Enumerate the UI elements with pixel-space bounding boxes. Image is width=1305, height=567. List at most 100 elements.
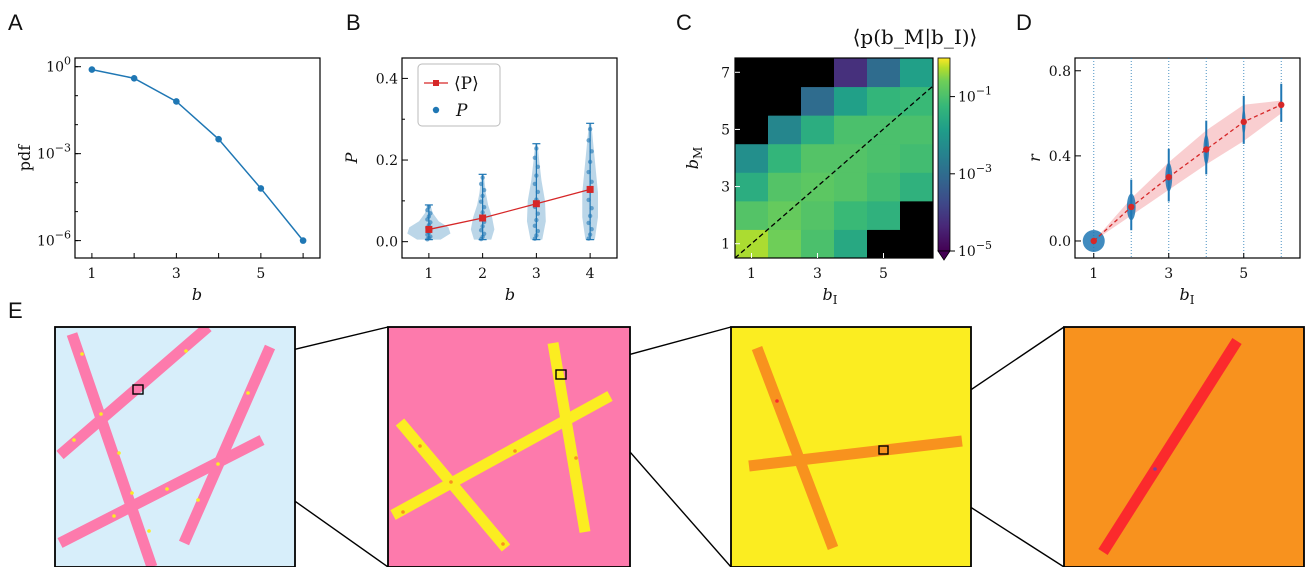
inset-3 — [730, 326, 972, 567]
panel-c-cell — [867, 86, 901, 116]
panel-c-cell — [735, 143, 769, 173]
panel-c-cell — [900, 200, 934, 230]
panel-c-cell — [867, 143, 901, 173]
inset-1-frame — [54, 326, 296, 567]
panel-label-e: E — [8, 298, 23, 323]
panel-c-heatmap: 1 3 5 1 3 5 7 bI bM ⟨p(b_M|b_I)⟩ 10−1 10−3 10−5 — [683, 25, 992, 307]
panel-b-mean-marker — [425, 225, 433, 233]
panel-c-cell — [768, 86, 802, 116]
panel-c-cell — [867, 200, 901, 230]
inset-1-zoom-box — [132, 384, 144, 395]
panel-b-point — [587, 213, 593, 219]
panel-d-y-tick-label: 0.0 — [1049, 234, 1071, 250]
panel-b-point — [535, 189, 541, 195]
panel-b-legend-point-label: P — [455, 101, 468, 121]
panel-b-frame — [401, 57, 618, 259]
panel-b-mean-line — [428, 188, 591, 231]
panel-label-c: C — [676, 10, 692, 35]
inset-1-dot — [184, 349, 188, 353]
panel-c-x-tick-label: 1 — [747, 266, 756, 282]
panel-d-mean-marker — [1165, 173, 1172, 181]
panel-b-legend-mean-label: ⟨P⟩ — [454, 74, 479, 94]
panel-c-cell — [834, 229, 868, 259]
panel-d-x-axis-label: bI — [1180, 285, 1195, 307]
inset-2-dot — [449, 480, 453, 484]
panel-c-cell — [801, 200, 835, 230]
panel-a-x-tick-label: 5 — [256, 266, 265, 282]
panel-b-point — [425, 207, 430, 213]
inset-1-dot — [117, 451, 121, 455]
inset-3-rod — [751, 346, 839, 550]
panel-d-scatter-chart: 0.0 0.4 0.8 1 3 5 bI r — [1025, 57, 1301, 307]
inset-3-rod — [748, 435, 963, 472]
inset-2-dot — [418, 444, 422, 448]
panel-a-point — [130, 74, 138, 82]
panel-b-point — [532, 223, 538, 229]
panel-c-cell — [735, 172, 769, 202]
panel-c-cell — [834, 115, 868, 145]
panel-b-point — [586, 197, 591, 203]
panel-b-point — [532, 236, 538, 241]
panel-a-y-tick-label: 10−3 — [37, 142, 71, 163]
inset-1-dot — [147, 529, 151, 533]
inset-3-dot — [775, 399, 779, 403]
inset-4-rod — [1098, 338, 1242, 555]
inset-1-rod — [57, 435, 265, 548]
panel-a-y-tick-label: 10−6 — [37, 229, 71, 250]
panel-c-diagonal-line — [734, 85, 934, 259]
panel-c-cell — [834, 58, 868, 88]
inset-4 — [1063, 326, 1305, 567]
inset-4-frame — [1063, 326, 1305, 567]
panel-c-cell — [768, 58, 802, 88]
panel-b-point — [535, 228, 541, 234]
panel-c-colorbar — [937, 57, 951, 252]
panel-a-frame — [74, 57, 321, 259]
panel-b-point — [481, 204, 487, 210]
panel-b-x-tick-label: 1 — [424, 266, 433, 282]
panel-b-x-tick-label: 3 — [532, 266, 541, 282]
panel-a-y-axis-label: pdf — [15, 144, 34, 171]
panel-c-y-tick-label: 5 — [721, 122, 730, 138]
panel-d-x-tick-label: 1 — [1089, 266, 1098, 282]
panel-c-cell — [867, 172, 901, 202]
panel-b-point — [480, 193, 485, 199]
inset-1-dot — [165, 487, 169, 491]
inset-1-dot — [72, 438, 76, 442]
panel-c-y-axis-label: bM — [683, 147, 705, 170]
panel-d-y-axis-label: r — [1025, 153, 1044, 162]
panel-c-cell — [801, 86, 835, 116]
panel-b-x-tick-label: 4 — [586, 266, 595, 282]
inset-2-dot — [501, 542, 505, 546]
panel-b-point — [587, 126, 593, 132]
inset-2-rod — [547, 342, 591, 533]
inset-4-dot — [1153, 467, 1157, 471]
panel-d-mean-marker — [1128, 203, 1135, 211]
panel-c-x-tick-label: 3 — [813, 266, 822, 282]
panel-b-x-tick-label: 2 — [478, 266, 487, 282]
panel-c-cell — [834, 172, 868, 202]
panel-c-cell — [867, 115, 901, 145]
panel-b-violin-chart: 0.0 0.2 0.4 1 2 3 4 b P ⟨P⟩ P — [342, 57, 618, 304]
inset-1-dot — [99, 412, 103, 416]
panel-d-frame — [1074, 57, 1301, 259]
inset-4-background — [1064, 327, 1304, 567]
inset-1-dot — [112, 514, 116, 518]
panel-b-y-axis-label: P — [342, 152, 361, 164]
panel-b-point — [535, 164, 541, 170]
panel-c-cell — [801, 115, 835, 145]
panel-a-point — [299, 237, 307, 244]
panel-b-legend: ⟨P⟩ P — [417, 63, 501, 127]
panel-d-y-tick-label: 0.4 — [1049, 149, 1071, 165]
panel-a-x-axis-label: b — [192, 285, 202, 304]
inset-1-rod — [66, 332, 158, 567]
inset-2-dot — [401, 510, 405, 514]
panel-c-cell — [900, 172, 934, 202]
panel-b-point — [532, 181, 538, 187]
panel-d-mean-marker — [1203, 146, 1210, 153]
inset-1-dot — [130, 491, 134, 495]
panel-c-cell — [768, 229, 802, 259]
panel-c-colorbar-tick-label: 10−1 — [958, 85, 992, 106]
panel-b-point — [428, 211, 433, 216]
panel-a-series-line — [91, 68, 304, 242]
